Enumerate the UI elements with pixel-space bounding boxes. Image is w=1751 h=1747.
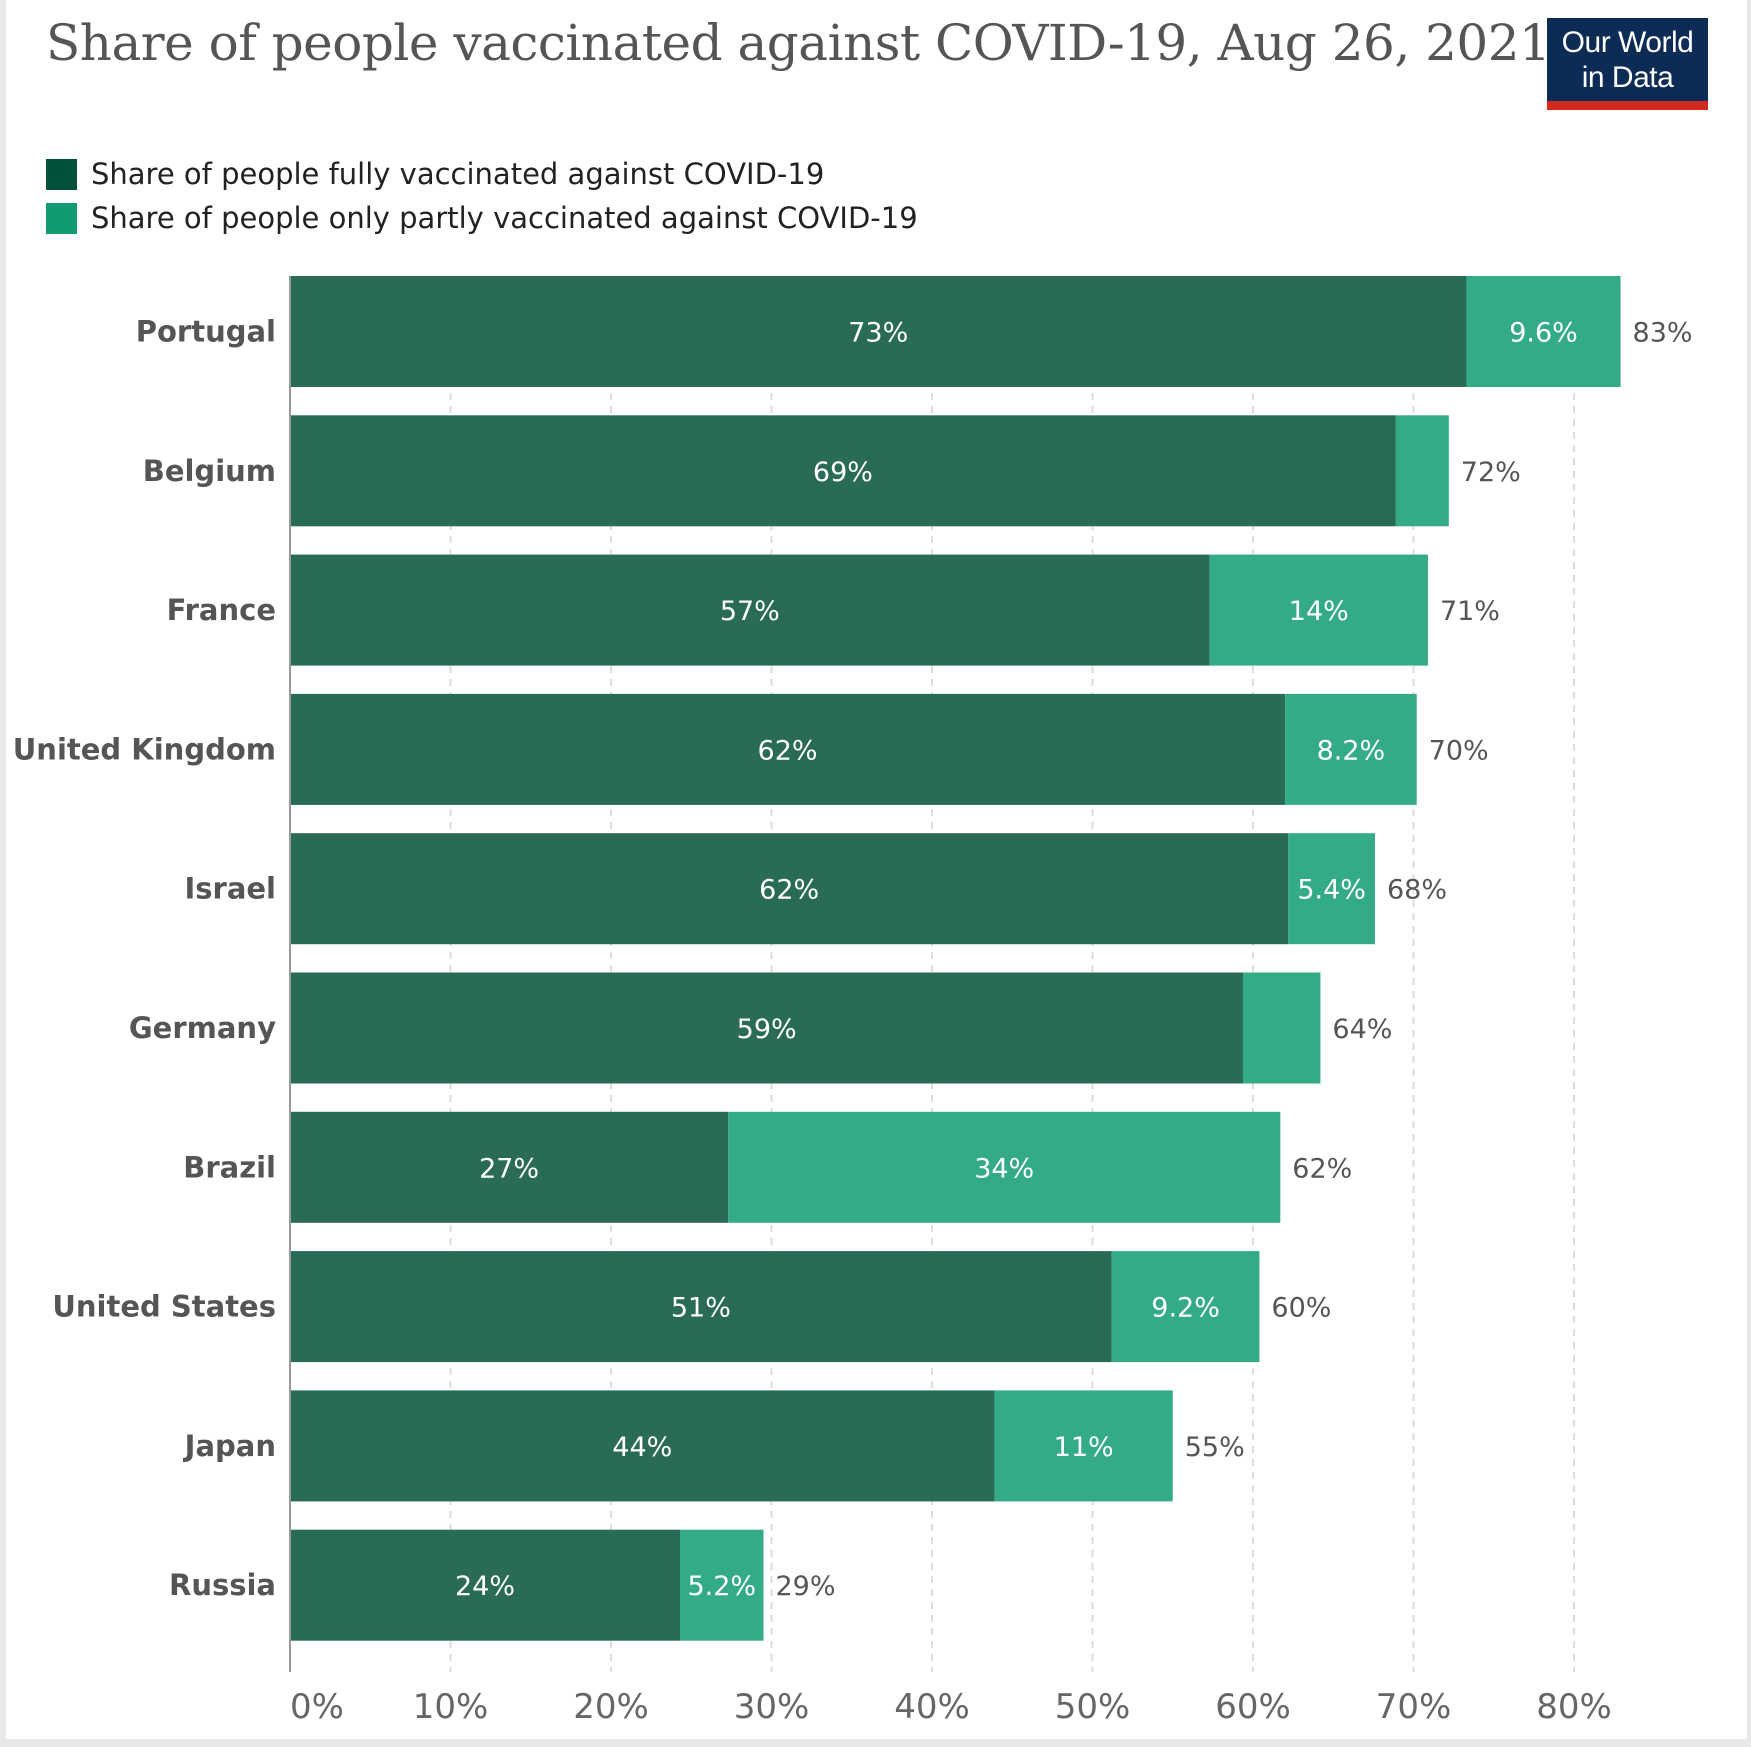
category-label: United Kingdom (13, 732, 276, 766)
logo-line-1: Our World (1561, 26, 1694, 59)
x-tick-label: 80% (1536, 1687, 1612, 1727)
legend-swatch-fully (46, 158, 77, 190)
bar-fully-vaccinated (290, 1529, 681, 1641)
bar-fully-vaccinated (290, 276, 1467, 387)
bar-fully-vaccinated (290, 554, 1210, 666)
data-label-partly: 34% (974, 1153, 1034, 1184)
x-tick-label: 20% (573, 1687, 649, 1727)
category-label: Portugal (136, 315, 276, 349)
bar-fully-vaccinated (290, 1111, 729, 1223)
data-label-partly: 5.2% (687, 1571, 756, 1602)
data-label-partly: 9.6% (1509, 318, 1578, 349)
data-label-total: 55% (1185, 1432, 1245, 1463)
data-label-total: 70% (1429, 735, 1489, 766)
category-label: United States (52, 1290, 276, 1324)
legend: Share of people fully vaccinated against… (46, 152, 918, 240)
x-tick-label: 30% (734, 1687, 810, 1727)
x-tick-label: 0% (290, 1687, 344, 1727)
chart-title: Share of people vaccinated against COVID… (46, 14, 1551, 72)
bar-partly-vaccinated (728, 1111, 1281, 1223)
data-label-fully: 69% (813, 457, 873, 488)
data-label-fully: 44% (612, 1432, 672, 1463)
data-label-partly: 9.2% (1151, 1293, 1220, 1324)
legend-label-fully: Share of people fully vaccinated against… (91, 157, 825, 191)
data-label-total: 62% (1292, 1153, 1352, 1184)
x-tick-label: 50% (1055, 1687, 1131, 1727)
legend-item-partly[interactable]: Share of people only partly vaccinated a… (46, 196, 918, 240)
category-label: Israel (184, 872, 276, 906)
category-label: Russia (169, 1568, 276, 1602)
bar-partly-vaccinated (1288, 833, 1375, 945)
bar-fully-vaccinated (290, 693, 1286, 805)
owid-logo[interactable]: Our World in Data (1547, 18, 1708, 110)
data-label-partly: 11% (1054, 1432, 1114, 1463)
bar-partly-vaccinated (1243, 972, 1321, 1084)
legend-label-partly: Share of people only partly vaccinated a… (91, 201, 918, 235)
bar-partly-vaccinated (1285, 693, 1417, 805)
category-label: Germany (129, 1011, 276, 1045)
data-label-fully: 57% (720, 596, 780, 627)
x-tick-label: 40% (894, 1687, 970, 1727)
data-label-fully: 27% (479, 1153, 539, 1184)
bar-fully-vaccinated (290, 1251, 1112, 1363)
data-label-total: 72% (1461, 457, 1521, 488)
category-label: France (167, 593, 276, 627)
bar-partly-vaccinated (1395, 415, 1449, 527)
data-label-fully: 62% (759, 875, 819, 906)
data-label-fully: 24% (455, 1571, 515, 1602)
category-label: Japan (183, 1429, 276, 1463)
bar-fully-vaccinated (290, 1390, 995, 1502)
data-label-fully: 62% (758, 735, 818, 766)
category-label: Brazil (183, 1150, 276, 1184)
x-tick-label: 70% (1376, 1687, 1452, 1727)
data-label-fully: 51% (671, 1293, 731, 1324)
data-label-partly: 14% (1289, 596, 1349, 627)
data-label-fully: 73% (848, 318, 908, 349)
data-label-total: 68% (1387, 875, 1447, 906)
data-label-total: 29% (775, 1571, 835, 1602)
x-tick-label: 60% (1215, 1687, 1291, 1727)
bar-partly-vaccinated (680, 1529, 764, 1641)
category-label: Belgium (143, 454, 276, 488)
data-label-total: 71% (1440, 596, 1500, 627)
logo-line-2: in Data (1581, 61, 1674, 94)
data-label-partly: 5.4% (1297, 875, 1366, 906)
legend-swatch-partly (46, 202, 77, 234)
bar-fully-vaccinated (290, 415, 1396, 527)
legend-item-fully[interactable]: Share of people fully vaccinated against… (46, 152, 918, 196)
x-tick-label: 10% (413, 1687, 489, 1727)
data-label-total: 60% (1271, 1293, 1331, 1324)
data-label-partly: 8.2% (1317, 735, 1386, 766)
bar-fully-vaccinated (290, 972, 1244, 1084)
bar-partly-vaccinated (1209, 554, 1428, 666)
data-label-total: 83% (1633, 318, 1693, 349)
data-label-total: 64% (1332, 1014, 1392, 1045)
bar-fully-vaccinated (290, 833, 1289, 945)
bar-partly-vaccinated (994, 1390, 1173, 1502)
bar-partly-vaccinated (1111, 1251, 1260, 1363)
bar-partly-vaccinated (1466, 276, 1621, 387)
data-label-fully: 59% (737, 1014, 797, 1045)
